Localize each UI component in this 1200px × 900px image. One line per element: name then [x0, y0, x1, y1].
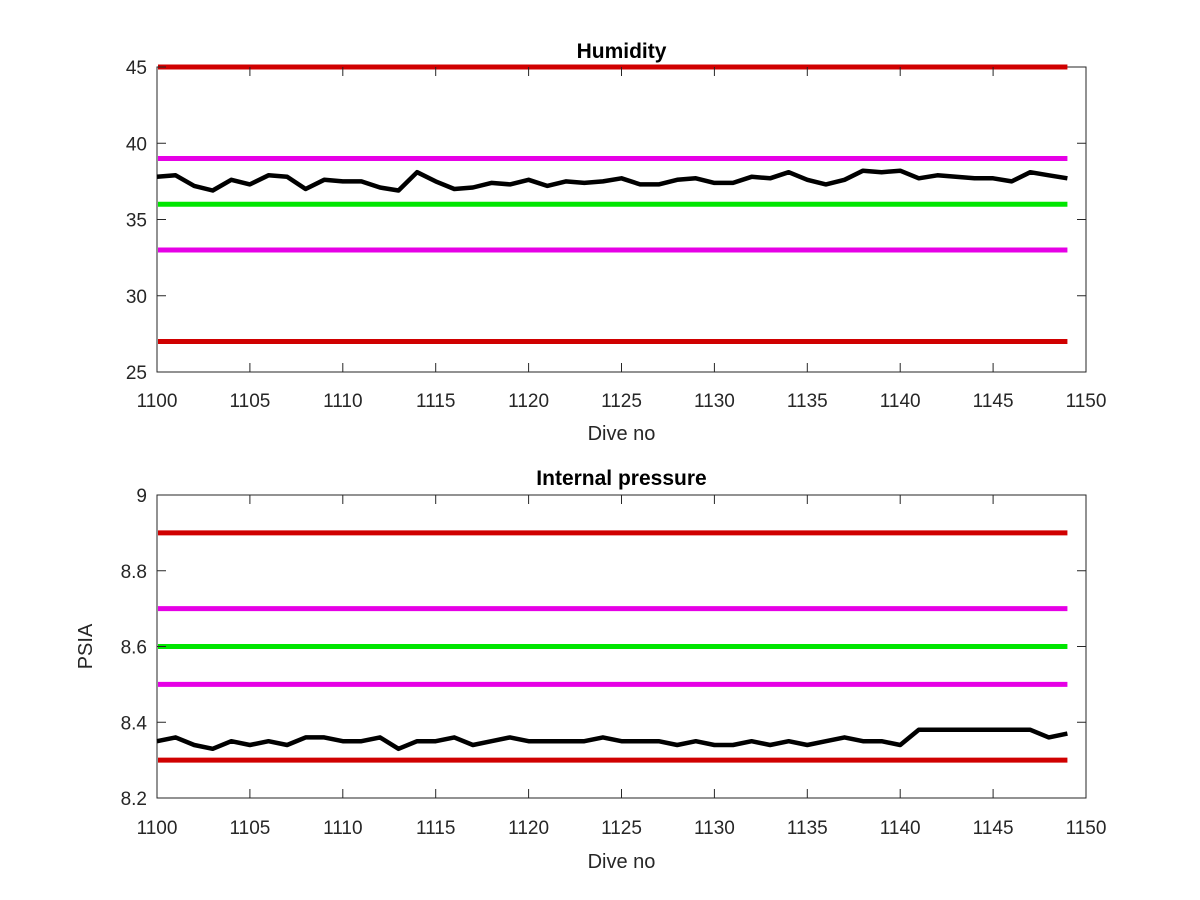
x-tick-label: 1110 [323, 391, 362, 412]
x-tick-label: 1130 [694, 818, 735, 839]
x-tick-label: 1115 [416, 391, 455, 412]
y-tick-label: 8.6 [121, 638, 147, 659]
x-tick-label: 1150 [1066, 818, 1107, 839]
x-tick-label: 1125 [601, 391, 642, 412]
x-tick-label: 1100 [137, 818, 178, 839]
y-tick-label: 30 [126, 287, 147, 308]
x-tick-label: 1100 [137, 391, 178, 412]
x-tick-label: 1125 [601, 818, 642, 839]
x-tick-label: 1150 [1066, 391, 1107, 412]
x-tick-label: 1140 [880, 818, 921, 839]
x-tick-label: 1135 [787, 818, 828, 839]
x-tick-label: 1140 [880, 391, 921, 412]
y-tick-label: 40 [126, 134, 147, 155]
chart-title: Internal pressure [536, 467, 706, 490]
x-tick-label: 1135 [787, 391, 828, 412]
y-tick-label: 25 [126, 363, 147, 384]
y-tick-label: 8.8 [121, 562, 147, 583]
x-tick-label: 1130 [694, 391, 735, 412]
y-tick-label: 8.2 [121, 789, 147, 810]
chart-title: Humidity [577, 40, 667, 63]
series-line [156, 168, 1068, 193]
x-tick-label: 1105 [229, 818, 270, 839]
y-tick-label: 9 [136, 486, 147, 507]
y-tick-label: 45 [126, 58, 147, 79]
y-axis-label: PSIA [75, 623, 97, 669]
humidity-plot: 1100 1105 1110 1115 1120 1125 1130 1135 1140 1145… [126, 40, 1107, 445]
x-tick-label: 1120 [508, 818, 549, 839]
x-tick-label: 1120 [508, 391, 549, 412]
y-tick-label: 8.4 [121, 713, 148, 734]
internal-pressure-plot: 1100 1105 1110 1115 1120 1125 1130 1135 1140 1145… [75, 467, 1106, 873]
x-tick-label: 1115 [416, 818, 455, 839]
y-tick-label: 35 [126, 211, 147, 232]
x-axis-label: Dive no [588, 423, 656, 445]
x-tick-label: 1145 [973, 391, 1014, 412]
x-tick-label: 1110 [323, 818, 362, 839]
series-line [156, 727, 1068, 752]
x-tick-label: 1105 [229, 391, 270, 412]
x-tick-label: 1145 [973, 818, 1014, 839]
axes-box [156, 66, 1087, 373]
x-axis-label: Dive no [588, 851, 656, 873]
